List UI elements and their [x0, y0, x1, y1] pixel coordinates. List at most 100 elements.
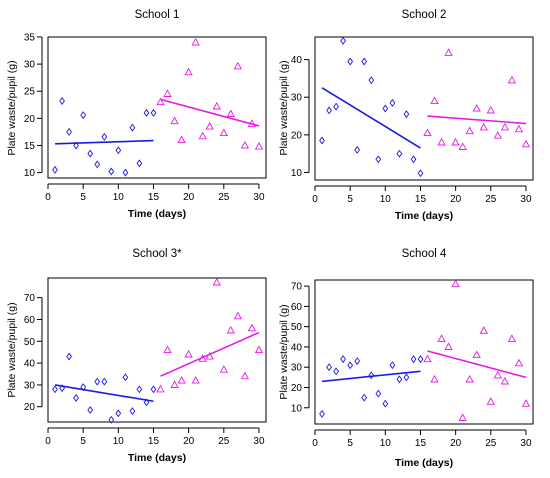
x-tick-label: 30 — [253, 436, 265, 447]
data-point-triangle — [233, 61, 243, 70]
y-tick-label: 20 — [291, 383, 303, 394]
y-tick-label: 15 — [24, 141, 36, 152]
x-tick-label: 20 — [183, 192, 195, 203]
y-tick-label: 35 — [24, 33, 36, 44]
data-point-diamond — [396, 375, 403, 384]
data-point-diamond — [410, 155, 417, 164]
x-tick-label: 10 — [380, 194, 392, 205]
y-tick-label: 10 — [24, 168, 36, 179]
panel-school-1: School 1 0 5 10 15 20 25 30 10 15 20 25 30 35 Time … — [6, 9, 267, 220]
x-axis: 0 5 10 15 20 25 30 — [45, 427, 265, 447]
data-point-triangle — [500, 122, 510, 131]
x-tick-label: 20 — [450, 194, 462, 205]
data-point-diamond — [129, 407, 136, 416]
data-point-triangle — [458, 413, 467, 421]
data-point-diamond — [389, 98, 396, 107]
data-point-triangle — [493, 370, 502, 379]
x-tick-label: 25 — [218, 192, 230, 203]
data-point-triangle — [444, 48, 453, 56]
data-point-diamond — [52, 385, 58, 394]
trend-line — [321, 87, 421, 149]
data-point-diamond — [66, 127, 72, 136]
series-layer — [319, 279, 531, 421]
y-axis: 10 20 30 40 — [291, 55, 310, 179]
data-point-triangle — [423, 354, 432, 363]
data-point-triangle — [184, 349, 193, 358]
data-point-triangle — [163, 89, 172, 97]
x-axis: 0 5 10 15 20 25 30 — [312, 429, 532, 449]
y-tick-label: 20 — [291, 130, 303, 141]
panel-school-2: School 2 0 5 10 15 20 25 30 10 20 30 40 Time (day… — [278, 9, 534, 222]
data-point-triangle — [219, 365, 228, 373]
data-point-diamond — [396, 149, 403, 158]
x-tick-label: 10 — [113, 192, 125, 203]
y-tick-label: 50 — [24, 337, 36, 348]
data-point-triangle — [156, 384, 165, 393]
y-axis: 10 15 20 25 30 35 — [24, 33, 43, 179]
data-point-diamond — [340, 36, 346, 45]
plot-frame — [47, 36, 267, 179]
data-point-triangle — [247, 323, 257, 332]
data-point-diamond — [403, 110, 410, 119]
data-point-triangle — [507, 334, 517, 342]
plot-frame — [47, 277, 267, 423]
data-point-triangle — [507, 75, 517, 84]
data-point-triangle — [514, 358, 524, 367]
data-point-diamond — [150, 108, 157, 117]
x-tick-label: 10 — [380, 438, 392, 449]
x-tick-label: 15 — [148, 192, 160, 203]
data-point-diamond — [410, 355, 417, 364]
data-point-triangle — [465, 374, 474, 383]
y-tick-label: 70 — [24, 293, 36, 304]
data-point-triangle — [205, 121, 214, 130]
data-point-diamond — [122, 168, 129, 177]
data-point-diamond — [361, 57, 368, 66]
data-point-diamond — [66, 352, 72, 361]
data-point-diamond — [333, 367, 339, 376]
data-point-diamond — [340, 355, 346, 364]
x-tick-label: 20 — [183, 436, 195, 447]
x-tick-label: 0 — [45, 192, 51, 203]
panel-school-3: School 3* 0 5 10 15 20 25 30 20 30 40 50 60 70 Time… — [6, 248, 267, 464]
trend-line — [321, 370, 421, 383]
data-point-triangle — [479, 122, 488, 131]
y-tick-label: 30 — [24, 60, 36, 71]
data-point-diamond — [347, 361, 354, 370]
data-point-triangle — [521, 399, 531, 407]
data-point-triangle — [472, 350, 481, 359]
data-point-triangle — [514, 124, 524, 133]
x-tick-label: 25 — [485, 438, 497, 449]
data-point-triangle — [177, 375, 186, 384]
data-point-diamond — [319, 409, 325, 418]
data-point-diamond — [80, 111, 87, 120]
y-tick-label: 20 — [24, 402, 36, 413]
data-point-diamond — [108, 167, 115, 176]
y-tick-label: 60 — [24, 315, 36, 326]
data-point-diamond — [94, 160, 101, 169]
x-axis: 0 5 10 15 20 25 30 — [45, 183, 265, 203]
data-point-diamond — [375, 155, 382, 164]
data-point-triangle — [479, 326, 488, 334]
x-tick-label: 30 — [253, 192, 265, 203]
y-tick-label: 40 — [24, 359, 36, 370]
x-axis-label: Time (days) — [395, 210, 453, 222]
data-point-triangle — [191, 375, 200, 384]
data-point-triangle — [177, 135, 186, 144]
data-point-diamond — [382, 399, 389, 408]
data-point-diamond — [347, 57, 354, 66]
x-tick-label: 25 — [218, 436, 230, 447]
data-point-triangle — [184, 67, 193, 76]
y-axis: 20 30 40 50 60 70 — [24, 293, 43, 413]
data-point-diamond — [59, 97, 65, 105]
plot-frame — [314, 36, 534, 181]
data-point-diamond — [143, 398, 150, 407]
data-point-diamond — [326, 363, 332, 372]
data-point-triangle — [444, 342, 453, 350]
x-tick-label: 25 — [485, 194, 497, 205]
x-tick-label: 15 — [415, 438, 427, 449]
data-point-diamond — [94, 377, 101, 386]
data-point-diamond — [326, 106, 332, 115]
data-point-diamond — [136, 159, 143, 168]
data-point-triangle — [472, 103, 481, 112]
x-tick-label: 0 — [45, 436, 51, 447]
